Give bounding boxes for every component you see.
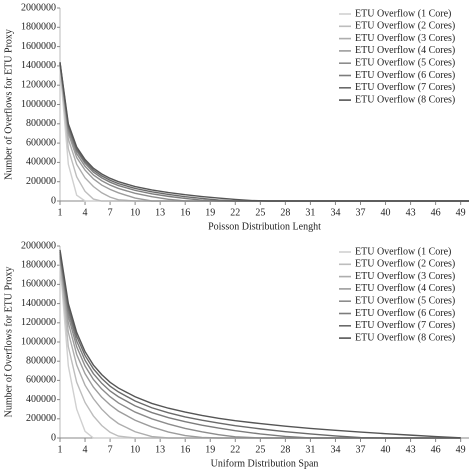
y-tick-label: 1400000 <box>21 298 56 309</box>
legend-label: ETU Overflow (4 Cores) <box>355 45 455 56</box>
y-tick-label: 600000 <box>26 137 56 148</box>
x-tick-label: 25 <box>255 444 265 455</box>
x-tick-label: 49 <box>456 444 466 455</box>
x-tick-label: 4 <box>83 207 88 218</box>
x-tick-label: 25 <box>255 207 265 218</box>
x-tick-label: 19 <box>205 207 215 218</box>
x-tick-label: 28 <box>280 207 290 218</box>
x-tick-label: 34 <box>330 444 340 455</box>
y-tick-label: 1000000 <box>21 336 56 347</box>
x-tick-label: 13 <box>155 207 165 218</box>
x-tick-label: 31 <box>305 207 315 218</box>
x-tick-label: 43 <box>406 207 416 218</box>
x-tick-label: 34 <box>330 207 340 218</box>
y-tick-label: 1600000 <box>21 41 56 52</box>
y-tick-label: 1200000 <box>21 317 56 328</box>
legend-label: ETU Overflow (5 Cores) <box>355 57 455 68</box>
x-tick-label: 31 <box>305 444 315 455</box>
y-tick-label: 1600000 <box>21 279 56 290</box>
y-axis-title: Number of Overflows for ETU Proxy <box>3 267 14 418</box>
y-tick-label: 400000 <box>26 157 56 168</box>
x-tick-label: 10 <box>130 207 140 218</box>
y-tick-label: 1200000 <box>21 79 56 90</box>
legend-label: ETU Overflow (7 Cores) <box>355 82 455 93</box>
legend-label: ETU Overflow (6 Cores) <box>355 70 455 81</box>
x-tick-label: 7 <box>108 444 113 455</box>
x-tick-label: 1 <box>58 444 63 455</box>
legend-label: ETU Overflow (1 Core) <box>355 246 451 257</box>
legend-label: ETU Overflow (7 Cores) <box>355 320 455 331</box>
x-tick-label: 16 <box>180 207 190 218</box>
y-tick-label: 2000000 <box>21 2 56 13</box>
y-tick-label: 800000 <box>26 355 56 366</box>
series-line <box>59 251 461 439</box>
x-tick-label: 22 <box>230 444 240 455</box>
x-tick-label: 40 <box>381 444 391 455</box>
legend-label: ETU Overflow (2 Cores) <box>355 259 455 270</box>
x-tick-label: 16 <box>180 444 190 455</box>
x-tick-label: 10 <box>130 444 140 455</box>
x-tick-label: 7 <box>108 207 113 218</box>
legend-label: ETU Overflow (3 Cores) <box>355 33 455 44</box>
x-tick-label: 19 <box>205 444 215 455</box>
legend-label: ETU Overflow (4 Cores) <box>355 283 455 294</box>
x-tick-label: 37 <box>355 444 365 455</box>
legend-label: ETU Overflow (1 Core) <box>355 8 451 19</box>
y-tick-label: 1400000 <box>21 60 56 71</box>
y-tick-label: 800000 <box>26 118 56 129</box>
series-line <box>59 61 469 202</box>
x-tick-label: 46 <box>431 207 441 218</box>
y-tick-label: 1800000 <box>21 22 56 33</box>
y-tick-label: 2000000 <box>21 240 56 251</box>
x-tick-label: 43 <box>406 444 416 455</box>
y-tick-label: 600000 <box>26 375 56 386</box>
x-tick-label: 1 <box>58 207 63 218</box>
y-tick-label: 0 <box>51 195 56 206</box>
x-tick-label: 28 <box>280 444 290 455</box>
y-tick-label: 200000 <box>26 176 56 187</box>
y-tick-label: 0 <box>51 432 56 443</box>
legend-label: ETU Overflow (5 Cores) <box>355 295 455 306</box>
y-axis-title: Number of Overflows for ETU Proxy <box>3 29 14 180</box>
y-tick-label: 1000000 <box>21 99 56 110</box>
x-tick-label: 22 <box>230 207 240 218</box>
x-tick-label: 46 <box>431 444 441 455</box>
legend-label: ETU Overflow (8 Cores) <box>355 332 455 343</box>
legend-label: ETU Overflow (6 Cores) <box>355 308 455 319</box>
legend-label: ETU Overflow (3 Cores) <box>355 271 455 282</box>
x-tick-label: 40 <box>381 207 391 218</box>
x-tick-label: 37 <box>355 207 365 218</box>
y-tick-label: 1800000 <box>21 259 56 270</box>
x-axis-title: Uniform Distribution Span <box>211 458 319 469</box>
legend-label: ETU Overflow (8 Cores) <box>355 94 455 105</box>
x-tick-label: 49 <box>456 207 466 218</box>
y-tick-label: 400000 <box>26 394 56 405</box>
x-tick-label: 13 <box>155 444 165 455</box>
x-tick-label: 4 <box>83 444 88 455</box>
series-line <box>59 249 461 439</box>
x-axis-title: Poisson Distribution Lenght <box>208 221 321 232</box>
y-tick-label: 200000 <box>26 413 56 424</box>
legend-label: ETU Overflow (2 Cores) <box>355 21 455 32</box>
